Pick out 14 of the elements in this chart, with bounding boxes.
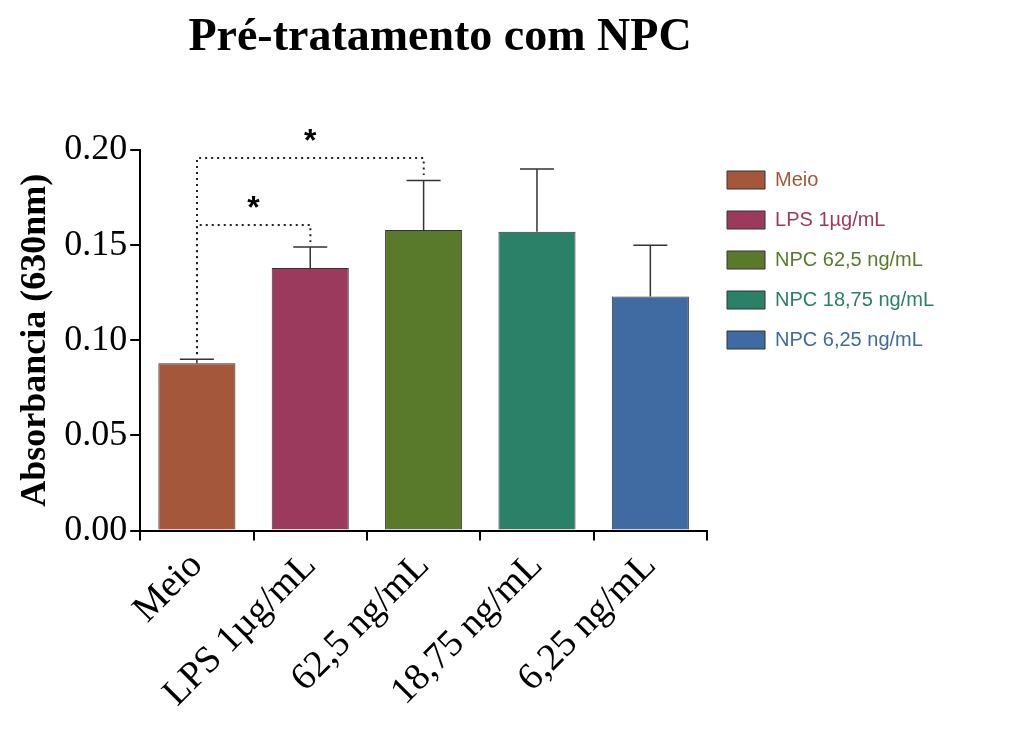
- y-tick-label: 0.00: [64, 508, 128, 549]
- legend-label: LPS 1µg/mL: [775, 207, 886, 230]
- chart-title: Pré-tratamento com NPC: [187, 8, 693, 61]
- y-axis-title: Absorbancia (630nm): [12, 173, 53, 507]
- annotation: *: [304, 122, 317, 159]
- legend-label: NPC 18,75 ng/mL: [775, 287, 935, 310]
- y-tick-label: 0.05: [64, 412, 128, 453]
- y-tick-label: 0.15: [64, 222, 128, 263]
- legend-label: NPC 6,25 ng/mL: [775, 327, 923, 350]
- legend-label: Meio: [775, 167, 819, 190]
- legend-label: NPC 62,5 ng/mL: [775, 247, 923, 270]
- y-tick-label: 0.20: [64, 127, 128, 168]
- annotation: *: [247, 189, 260, 226]
- y-tick-label: 0.10: [64, 317, 128, 358]
